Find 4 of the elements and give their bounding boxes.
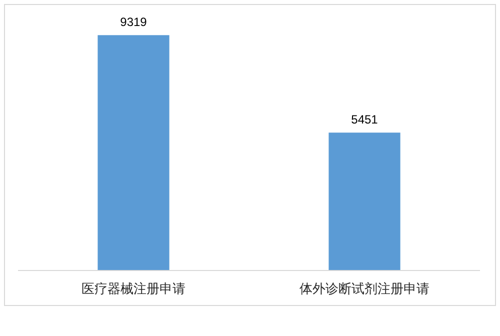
- x-tick-label: 体外诊断试剂注册申请: [300, 281, 430, 296]
- data-label: 9319: [120, 15, 148, 30]
- x-tick-label: 医疗器械注册申请: [82, 281, 186, 296]
- data-label: 5451: [351, 112, 378, 127]
